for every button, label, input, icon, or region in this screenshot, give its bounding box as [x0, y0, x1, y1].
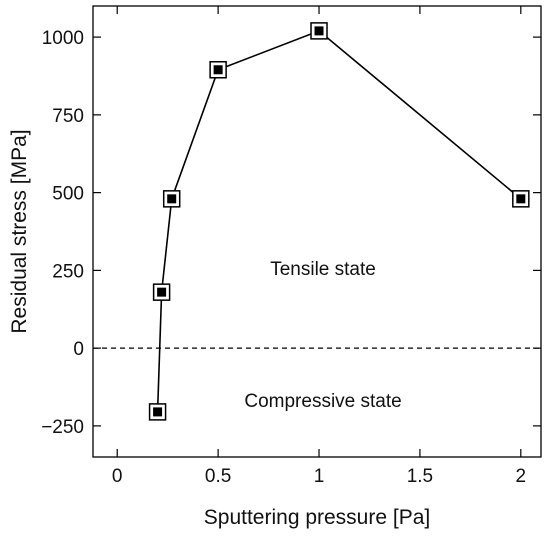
x-tick-label: 1	[314, 466, 325, 487]
y-tick-label: 750	[52, 106, 84, 127]
data-point-inner-square	[157, 287, 167, 297]
annotation-label: Compressive state	[244, 391, 401, 412]
data-point-inner-square	[153, 407, 163, 417]
x-tick-label: 1.5	[407, 466, 433, 487]
data-point-inner-square	[516, 194, 526, 204]
y-tick-label: 1000	[42, 28, 84, 49]
y-tick-label: 250	[52, 261, 84, 282]
data-point-inner-square	[213, 65, 223, 75]
markers-layer	[148, 22, 530, 421]
y-tick-label: 0	[73, 339, 84, 360]
data-point	[148, 403, 167, 421]
plot-frame	[92, 5, 542, 458]
series-line	[156, 29, 522, 412]
y-tick-label: −250	[41, 417, 84, 438]
x-tick-label: 0	[112, 466, 123, 487]
y-axis-label: Residual stress [MPa]	[8, 129, 31, 333]
data-point	[310, 22, 328, 40]
series-line-layer	[156, 29, 522, 412]
data-point	[512, 190, 530, 208]
x-tick-label: 2	[516, 466, 527, 487]
data-point	[152, 283, 171, 301]
data-point-inner-square	[167, 194, 177, 204]
data-point-inner-square	[314, 26, 324, 36]
x-axis-label: Sputtering pressure [Pa]	[204, 506, 430, 529]
data-point	[162, 190, 181, 208]
y-tick-label: 500	[52, 184, 84, 205]
annotation-label: Tensile state	[270, 259, 376, 280]
x-tick-label: 0.5	[205, 466, 231, 487]
ticks-layer: 0 0.5 1 1.5 2 −250 0 250 500 750 1000	[41, 6, 541, 487]
annotations-layer: Tensile state Compressive state	[244, 259, 401, 412]
data-point	[209, 61, 227, 79]
